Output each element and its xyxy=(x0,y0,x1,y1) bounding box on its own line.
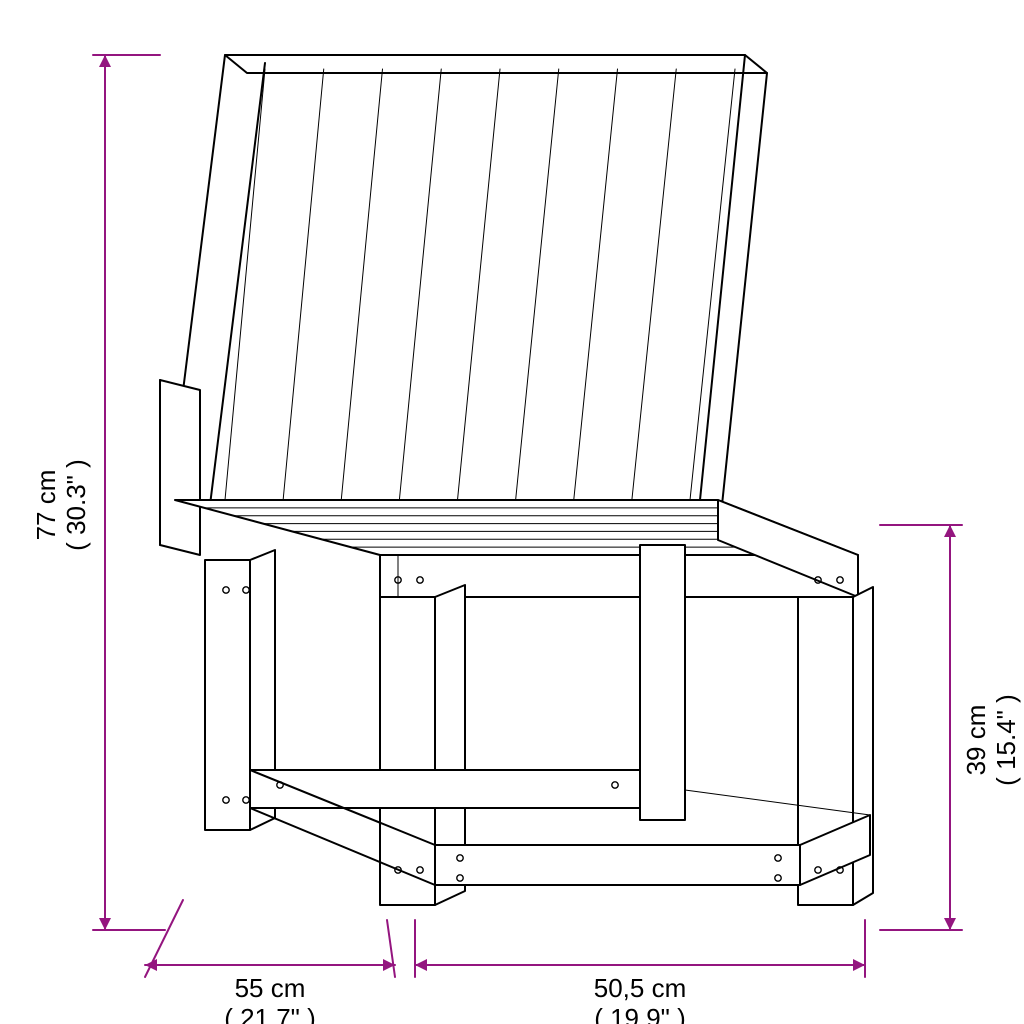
label-height-total-in: ( 30.3" ) xyxy=(61,459,91,551)
chair-drawing xyxy=(160,55,873,905)
label-seat-height-in: ( 15.4" ) xyxy=(991,694,1021,786)
label-width-in: ( 19.9" ) xyxy=(594,1003,686,1024)
label-depth-cm: 55 cm xyxy=(235,973,306,1003)
label-depth-in: ( 21.7" ) xyxy=(224,1003,316,1024)
label-width-cm: 50,5 cm xyxy=(594,973,687,1003)
label-height-total-cm: 77 cm xyxy=(31,470,61,541)
label-seat-height-cm: 39 cm xyxy=(961,705,991,776)
